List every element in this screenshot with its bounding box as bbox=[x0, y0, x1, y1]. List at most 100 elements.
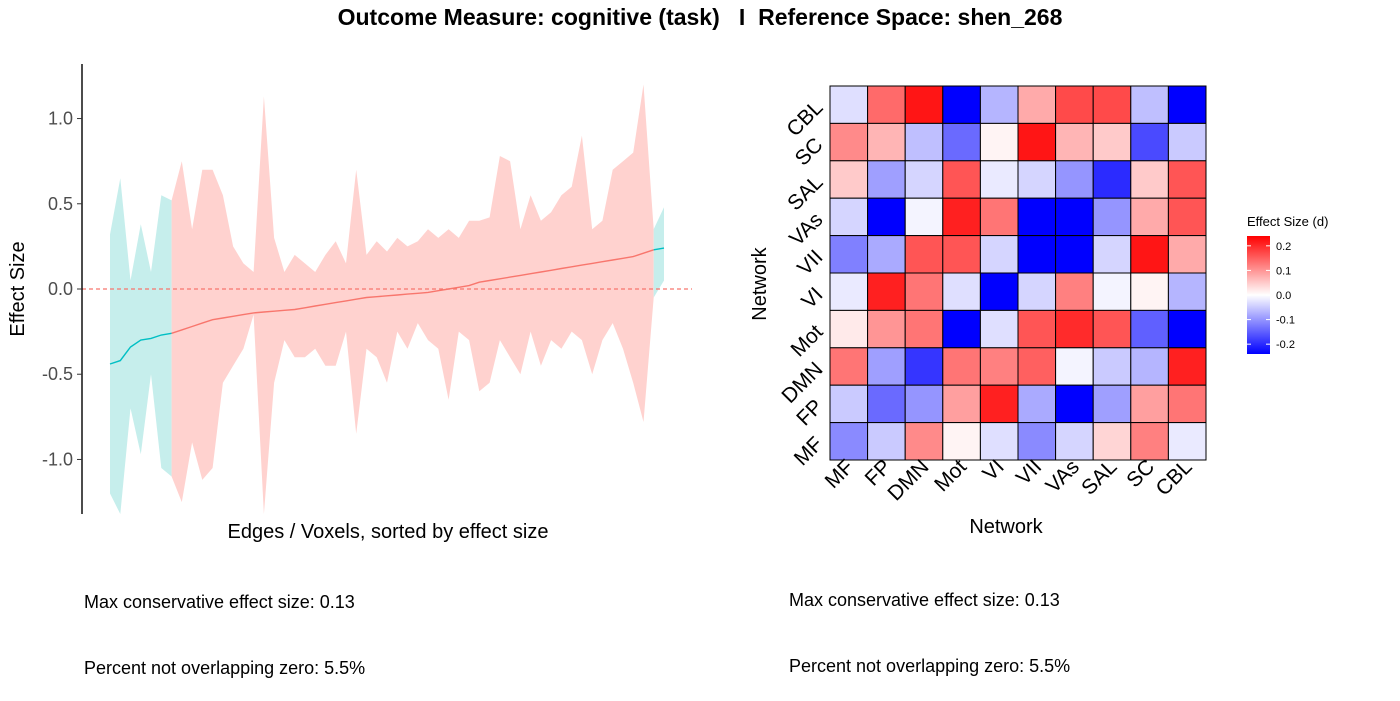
heatmap-cell bbox=[1130, 122, 1169, 162]
legend-colorbar bbox=[1247, 236, 1270, 354]
heatmap-cell bbox=[904, 160, 944, 199]
heatmap-cell bbox=[1017, 160, 1057, 199]
plot-area bbox=[109, 84, 665, 514]
heatmap-y-tick-label: VI bbox=[797, 283, 827, 313]
effect-line-not-crosses-zero-0 bbox=[109, 332, 172, 365]
y-tick-label: 1.0 bbox=[48, 109, 73, 129]
heatmap-cell bbox=[1017, 85, 1057, 124]
heatmap-cell bbox=[1017, 197, 1057, 237]
heatmap-cell bbox=[867, 309, 906, 349]
heatmap-y-tick-label: VII bbox=[793, 246, 827, 280]
heatmap-x-tick-label: SAL bbox=[1077, 455, 1121, 499]
heatmap-cell bbox=[1055, 347, 1094, 386]
heatmap-cell bbox=[942, 122, 981, 162]
heatmap-cell bbox=[829, 122, 869, 162]
left-percent-note: Percent not overlapping zero: 5.5% bbox=[84, 658, 366, 678]
heatmap-cell bbox=[867, 197, 906, 237]
legend-tick-label: -0.1 bbox=[1276, 315, 1295, 327]
heatmap-cell bbox=[904, 422, 944, 461]
heatmap-cell bbox=[1092, 160, 1132, 199]
heatmap-cell bbox=[904, 197, 944, 237]
heatmap-cell bbox=[1130, 235, 1169, 274]
heatmap-cell bbox=[1130, 272, 1169, 311]
right-percent-note: Percent not overlapping zero: 5.5% bbox=[789, 656, 1071, 676]
figure-title: Outcome Measure: cognitive (task) I Refe… bbox=[337, 4, 1063, 30]
heatmap-cell bbox=[942, 347, 981, 386]
y-tick-label: -0.5 bbox=[42, 364, 73, 384]
ribbon-not-crosses-zero-2 bbox=[653, 207, 664, 298]
heatmap-cell bbox=[1130, 309, 1169, 349]
legend-title: Effect Size (d) bbox=[1247, 214, 1328, 229]
heatmap-cell bbox=[1017, 272, 1057, 311]
heatmap-cell bbox=[1092, 384, 1132, 424]
heatmap-cell bbox=[1092, 347, 1132, 386]
heatmap-x-tick-label: VAs bbox=[1042, 455, 1084, 497]
heatmap-cell bbox=[1092, 272, 1132, 311]
heatmap-cell bbox=[1167, 160, 1207, 199]
heatmap-cell bbox=[942, 160, 981, 199]
heatmap-cell bbox=[1167, 347, 1207, 386]
heatmap-cell bbox=[829, 384, 869, 424]
heatmap-cell bbox=[942, 197, 981, 237]
heatmap-cell bbox=[1055, 85, 1094, 124]
left-max-effect-note: Max conservative effect size: 0.13 bbox=[84, 592, 355, 612]
heatmap-cell bbox=[1055, 422, 1094, 461]
heatmap-y-tick-label: SAL bbox=[783, 171, 827, 215]
heatmap-cell bbox=[1017, 422, 1057, 461]
heatmap-cell bbox=[904, 309, 944, 349]
ribbon-not-crosses-zero-0 bbox=[110, 178, 172, 514]
heatmap-cell bbox=[1055, 235, 1094, 274]
heatmap-cell bbox=[1055, 122, 1094, 162]
heatmap-y-tick-label: MF bbox=[790, 433, 828, 471]
right-max-effect-note: Max conservative effect size: 0.13 bbox=[789, 590, 1060, 610]
left-notes: Max conservative effect size: 0.13 Perce… bbox=[84, 547, 365, 701]
heatmap-cell bbox=[979, 122, 1019, 162]
heatmap-cell bbox=[1055, 197, 1094, 237]
heatmap-cell bbox=[904, 347, 944, 386]
heatmap-cell bbox=[867, 384, 906, 424]
heatmap-x-axis-label: Network bbox=[969, 516, 1043, 538]
heatmap-cell bbox=[942, 272, 981, 311]
heatmap-cell bbox=[1130, 197, 1169, 237]
legend-tick-label: 0.2 bbox=[1276, 241, 1291, 253]
heatmap-cell bbox=[942, 309, 981, 349]
heatmap-cell bbox=[1092, 197, 1132, 237]
heatmap-cell bbox=[829, 160, 869, 199]
heatmap-cell bbox=[942, 422, 981, 461]
heatmap-cell bbox=[1167, 384, 1207, 424]
heatmap-cell bbox=[1055, 309, 1094, 349]
heatmap-cell bbox=[829, 235, 869, 274]
heatmap-cell bbox=[1130, 347, 1169, 386]
heatmap-cell bbox=[1017, 122, 1057, 162]
legend-tick-label: -0.2 bbox=[1276, 339, 1295, 351]
x-axis-label: Edges / Voxels, sorted by effect size bbox=[228, 521, 549, 543]
heatmap-cell bbox=[979, 235, 1019, 274]
effect-line-not-crosses-zero-2 bbox=[653, 247, 665, 251]
heatmap-cell bbox=[979, 384, 1019, 424]
right-notes: Max conservative effect size: 0.13 Perce… bbox=[789, 545, 1070, 699]
y-tick-label: 0.0 bbox=[48, 279, 73, 299]
heatmap-y-tick-label: VAs bbox=[785, 208, 827, 250]
heatmap-cell bbox=[1130, 422, 1169, 461]
heatmap-cell bbox=[1167, 122, 1207, 162]
y-tick-label: -1.0 bbox=[42, 449, 73, 469]
heatmap-cell bbox=[1017, 384, 1057, 424]
heatmap-cell bbox=[867, 122, 906, 162]
heatmap-cell bbox=[979, 85, 1019, 124]
effect-line-crosses-zero-1 bbox=[171, 249, 654, 334]
heatmap-cell bbox=[829, 85, 869, 124]
heatmap-cell bbox=[1055, 272, 1094, 311]
heatmap-cell bbox=[904, 85, 944, 124]
heatmap-y-axis-label: Network bbox=[749, 246, 771, 320]
heatmap-cell bbox=[1167, 272, 1207, 311]
heatmap-cell bbox=[1055, 384, 1094, 424]
heatmap-cell bbox=[942, 85, 981, 124]
heatmap-cell bbox=[867, 235, 906, 274]
heatmap-cell bbox=[979, 197, 1019, 237]
heatmap-cell bbox=[979, 309, 1019, 349]
heatmap-cell bbox=[1130, 160, 1169, 199]
heatmap-cell bbox=[1092, 422, 1132, 461]
heatmap-cell bbox=[867, 422, 906, 461]
heatmap-cell bbox=[1017, 235, 1057, 274]
